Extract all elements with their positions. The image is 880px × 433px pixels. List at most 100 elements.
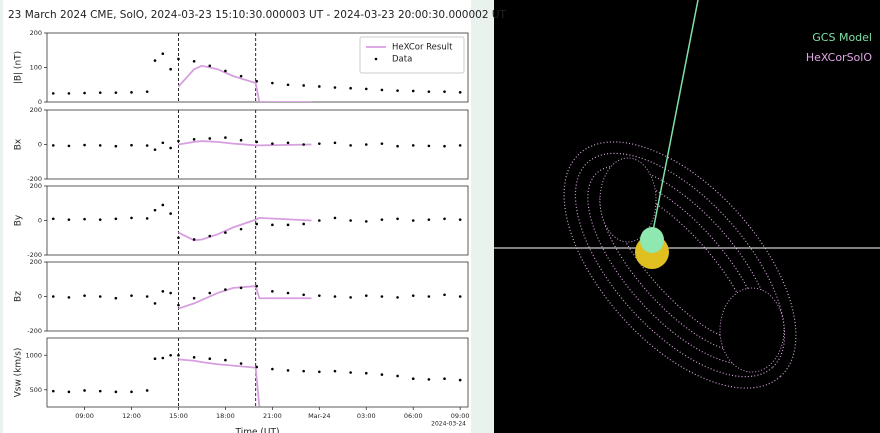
plot-frame [46, 337, 469, 408]
model-line [178, 140, 312, 147]
y-axis-label: |B| (nT) [14, 51, 24, 84]
chart-title: 23 March 2024 CME, SolO, 2024-03-23 15:1… [8, 9, 507, 21]
data-point [458, 218, 462, 221]
x-tick-label: 15:00 [169, 412, 188, 420]
data-point [114, 144, 118, 148]
x-tick-label: 18:00 [216, 412, 235, 420]
data-point [239, 138, 243, 142]
data-point [239, 227, 243, 231]
x-tick-label: 12:00 [122, 412, 141, 420]
data-point [443, 144, 446, 148]
y-tick-label: 200 [30, 29, 42, 37]
data-point [130, 216, 133, 220]
x-offset-label: 2024-03-24 [431, 421, 466, 428]
data-point [114, 296, 118, 300]
data-point [169, 212, 172, 215]
data-point [333, 141, 337, 145]
data-point [98, 91, 102, 94]
data-point [169, 67, 172, 71]
data-point [83, 389, 86, 392]
data-point [161, 290, 165, 293]
data-point [208, 64, 212, 68]
data-point [411, 377, 415, 381]
data-point [286, 83, 290, 87]
data-point [83, 217, 86, 221]
data-point [255, 365, 259, 369]
data-point [177, 57, 180, 61]
data-point [114, 390, 118, 394]
gcs-axis [651, 0, 699, 237]
data-point [318, 294, 321, 297]
data-point [349, 144, 352, 147]
data-point [427, 378, 431, 381]
torus-shell [563, 141, 797, 389]
data-point [208, 137, 212, 140]
y-tick-label: 200 [30, 182, 42, 190]
data-point [411, 294, 415, 297]
x-tick-label: 06:00 [404, 412, 423, 420]
y-tick-label: 0 [38, 293, 42, 301]
data-point [396, 144, 399, 148]
y-tick-label: 500 [30, 386, 42, 394]
data-point [255, 222, 259, 226]
data-point [427, 218, 431, 221]
data-point [98, 389, 102, 393]
data-point [83, 294, 86, 297]
torus-hole [599, 157, 657, 243]
data-point [286, 291, 290, 295]
data-point [224, 136, 227, 139]
data-point [458, 378, 462, 382]
data-point [333, 216, 337, 220]
data-point [177, 303, 180, 307]
data-point [396, 296, 399, 299]
x-tick-label: 03:00 [357, 412, 376, 420]
data-point [380, 373, 384, 376]
data-point [286, 369, 290, 372]
data-point [114, 91, 118, 94]
data-point [333, 369, 337, 373]
y-tick-label: -200 [27, 251, 42, 259]
data-point [67, 92, 71, 95]
data-point [364, 294, 368, 297]
data-point [145, 295, 149, 298]
data-point [130, 91, 133, 94]
data-point [380, 88, 384, 92]
data-point [271, 223, 274, 227]
data-point [396, 89, 399, 92]
data-point [98, 295, 102, 298]
data-point [145, 389, 149, 392]
data-point [239, 362, 243, 365]
y-tick-label: 0 [38, 98, 42, 106]
render-legend-label: GCS Model [812, 31, 872, 44]
y-tick-label: -200 [27, 327, 42, 335]
data-point [177, 139, 180, 143]
data-point [364, 143, 368, 146]
data-point [255, 284, 259, 288]
y-tick-label: 0 [38, 141, 42, 149]
data-point [302, 143, 305, 146]
data-point [286, 141, 290, 145]
model-line [178, 217, 312, 242]
data-point [153, 357, 157, 361]
data-point [302, 369, 305, 373]
y-tick-label: 0 [38, 217, 42, 225]
model-line [177, 64, 312, 102]
legend-label: Data [392, 55, 412, 65]
x-tick-label: 09:00 [75, 412, 94, 420]
y-tick-label: 100 [30, 64, 42, 72]
data-point [271, 367, 274, 371]
data-point [224, 69, 227, 73]
data-point [192, 356, 196, 359]
data-point [130, 390, 133, 394]
data-point [145, 90, 149, 93]
data-point [224, 358, 227, 362]
y-tick-label: -200 [27, 175, 42, 183]
data-point [364, 220, 368, 223]
data-point [177, 236, 180, 240]
data-point [427, 90, 431, 93]
gcs-model [640, 227, 664, 253]
data-point [255, 140, 259, 144]
data-point [302, 293, 305, 297]
